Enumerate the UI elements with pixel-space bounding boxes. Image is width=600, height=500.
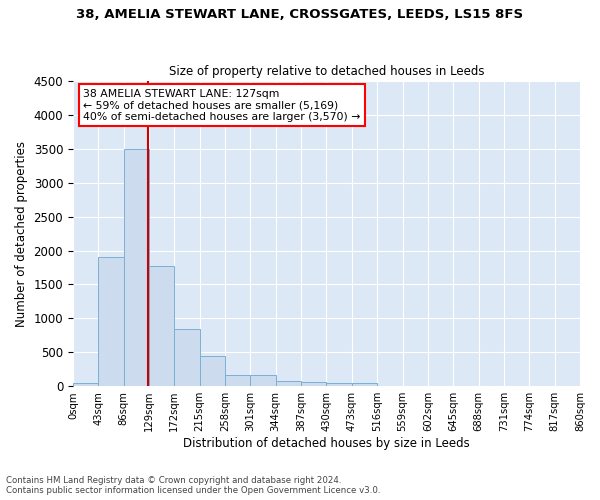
Bar [200,356,225,386]
Bar [301,382,326,386]
Bar [73,383,98,386]
Bar [124,149,149,386]
Title: Size of property relative to detached houses in Leeds: Size of property relative to detached ho… [169,66,484,78]
Bar [149,266,175,386]
X-axis label: Distribution of detached houses by size in Leeds: Distribution of detached houses by size … [183,437,470,450]
Bar [250,376,276,386]
Bar [225,374,250,386]
Bar [276,381,301,386]
Bar [175,329,200,386]
Y-axis label: Number of detached properties: Number of detached properties [15,140,28,326]
Text: 38, AMELIA STEWART LANE, CROSSGATES, LEEDS, LS15 8FS: 38, AMELIA STEWART LANE, CROSSGATES, LEE… [76,8,524,20]
Text: Contains HM Land Registry data © Crown copyright and database right 2024.
Contai: Contains HM Land Registry data © Crown c… [6,476,380,495]
Bar [98,258,124,386]
Bar [326,383,352,386]
Bar [352,383,377,386]
Text: 38 AMELIA STEWART LANE: 127sqm
← 59% of detached houses are smaller (5,169)
40% : 38 AMELIA STEWART LANE: 127sqm ← 59% of … [83,88,361,122]
